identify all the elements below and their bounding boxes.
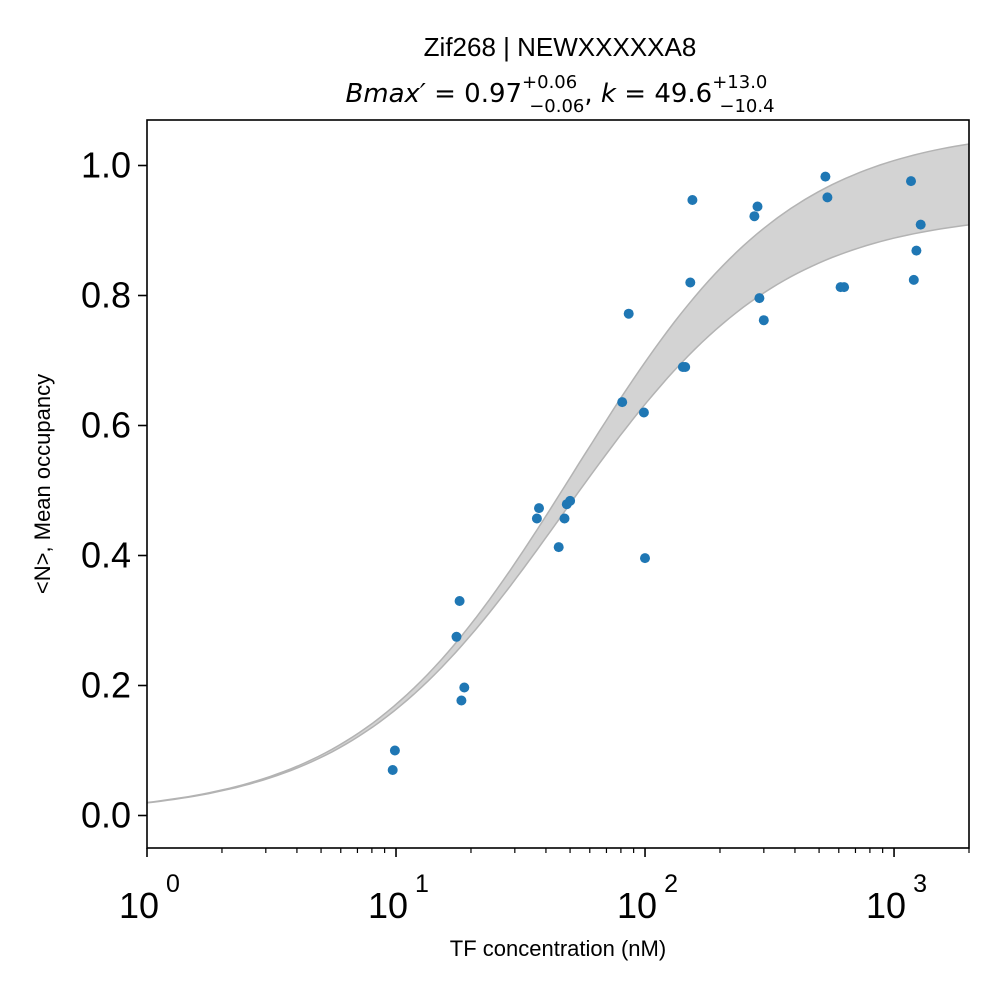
data-point xyxy=(758,315,769,326)
x-tick-label: 10 xyxy=(617,885,657,926)
y-tick-label: 0.4 xyxy=(81,535,131,576)
data-point xyxy=(553,542,564,553)
data-point xyxy=(531,513,542,524)
data-point xyxy=(749,211,760,222)
confidence-band xyxy=(147,143,969,804)
data-point xyxy=(911,245,922,256)
data-point xyxy=(565,495,576,506)
data-point xyxy=(915,219,926,230)
data-point xyxy=(820,171,831,182)
x-tick-exponent: 3 xyxy=(913,870,927,898)
data-point xyxy=(687,195,698,205)
data-point xyxy=(680,362,691,372)
chart-subtitle: Bmax′ = 0.97+0.06 −0.06, k = 49.6+13.0 −10… xyxy=(345,72,774,117)
y-tick-label: 1.0 xyxy=(81,145,131,186)
data-point xyxy=(454,596,465,606)
y-tick-label: 0.2 xyxy=(81,665,131,706)
data-points-layer xyxy=(387,171,926,775)
confidence-band-layer xyxy=(147,143,969,804)
k-plus: +13.0 xyxy=(712,72,767,93)
bmax-minus: −0.06 xyxy=(529,96,584,117)
data-point xyxy=(822,192,833,203)
y-tick-label: 0.6 xyxy=(81,405,131,446)
x-tick-label: 10 xyxy=(866,885,906,926)
x-axis-label: TF concentration (nM) xyxy=(450,936,666,961)
bmax-plus: +0.06 xyxy=(522,72,577,93)
data-point xyxy=(456,695,467,706)
data-point xyxy=(685,277,696,288)
data-point xyxy=(839,282,850,293)
data-point xyxy=(754,293,765,304)
x-tick-label: 10 xyxy=(368,885,408,926)
k-value: 49.6 xyxy=(654,79,712,109)
data-point xyxy=(559,513,570,524)
x-tick-label: 10 xyxy=(119,885,159,926)
y-axis-label: <N>, Mean occupancy xyxy=(30,374,55,594)
data-point xyxy=(451,631,462,642)
k-minus: −10.4 xyxy=(719,96,774,117)
x-tick-exponent: 0 xyxy=(166,870,180,898)
bmax-value: 0.97 xyxy=(464,79,522,109)
k-symbol: k xyxy=(601,79,617,109)
data-point xyxy=(387,765,398,775)
y-tick-label: 0.8 xyxy=(81,275,131,316)
data-point xyxy=(640,553,650,564)
x-tick-exponent: 1 xyxy=(415,870,429,898)
data-point xyxy=(908,274,919,285)
data-point xyxy=(906,176,916,187)
data-point xyxy=(623,308,634,319)
data-point xyxy=(752,201,763,212)
x-tick-exponent: 2 xyxy=(664,870,678,898)
data-point xyxy=(534,503,544,514)
chart-title: Zif268 | NEWXXXXXA8 xyxy=(424,32,697,62)
data-point xyxy=(459,682,470,693)
y-tick-label: 0.0 xyxy=(81,795,131,836)
data-point xyxy=(389,745,400,756)
data-point xyxy=(638,407,649,418)
plot-frame xyxy=(146,119,970,849)
data-point xyxy=(617,397,628,408)
bmax-symbol: Bmax′ xyxy=(345,79,425,109)
